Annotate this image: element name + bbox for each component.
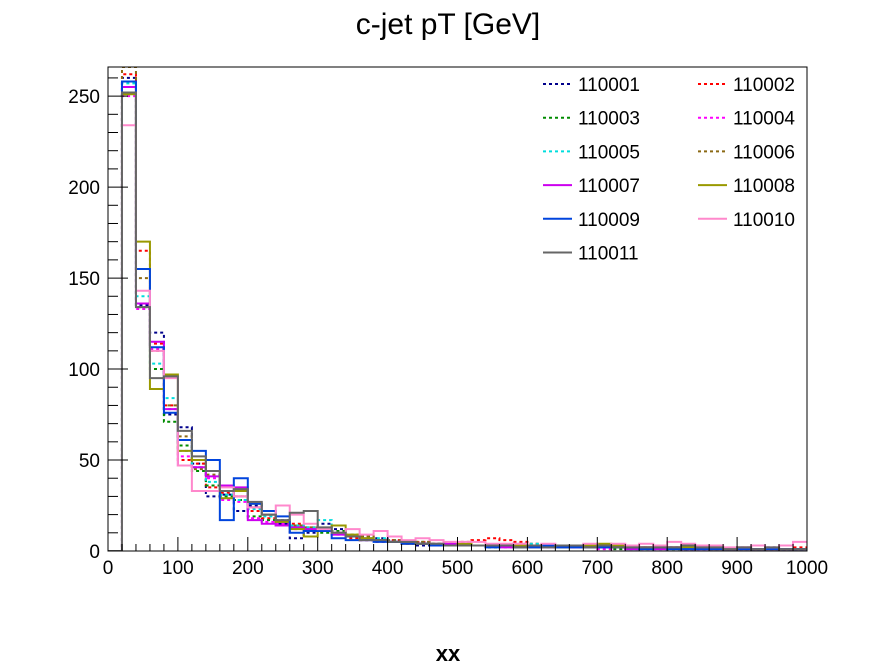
x-tick-label: 700 [581,558,613,579]
y-tick-label: 250 [68,87,100,108]
x-tick-label: 500 [442,558,474,579]
legend-label-110002: 110002 [733,75,795,96]
series-110010 [108,124,807,551]
legend-label-110007: 110007 [578,176,640,197]
legend-label-110010: 110010 [733,210,795,231]
x-tick-label: 400 [372,558,404,579]
axis-layer: 0 100 200 300 400 500 600 700 800 900 1000 0 50 100 15… [68,77,828,579]
legend-label-110004: 110004 [733,109,795,130]
y-tick-label: 0 [89,542,100,563]
series-110004 [108,95,807,551]
x-tick-label: 1000 [786,558,828,579]
series-110007 [108,86,807,551]
x-tick-label: 600 [512,558,544,579]
legend-label-110003: 110003 [578,109,640,130]
series-110003 [108,86,807,551]
x-tick-label: 300 [302,558,334,579]
legend: 110001 110002 110003 110004 110005 110006 1100… [543,75,795,265]
series-110011 [108,91,807,551]
y-tick-label: 50 [79,451,100,472]
y-tick-label: 100 [68,360,100,381]
legend-label-110006: 110006 [733,142,795,163]
series-110002 [108,73,807,551]
series-110008 [108,93,807,551]
x-axis-label: xx [436,641,461,666]
y-tick-label: 200 [68,178,100,199]
x-tick-label: 200 [232,558,264,579]
x-tick-label: 800 [651,558,683,579]
series-layer [108,67,807,551]
series-110009 [108,80,807,551]
plot-frame [107,66,808,552]
x-tick-label: 900 [721,558,753,579]
y-tick-label: 150 [68,269,100,290]
legend-label-110008: 110008 [733,176,795,197]
x-tick-label: 0 [103,558,114,579]
chart-title: c-jet pT [GeV] [356,8,541,41]
x-tick-label: 100 [162,558,194,579]
legend-label-110009: 110009 [578,210,640,231]
legend-label-110001: 110001 [578,75,640,96]
series-110001 [108,76,807,551]
series-110005 [108,82,807,551]
legend-label-110005: 110005 [578,142,640,163]
series-110006 [108,67,807,551]
legend-label-110011: 110011 [578,244,639,265]
